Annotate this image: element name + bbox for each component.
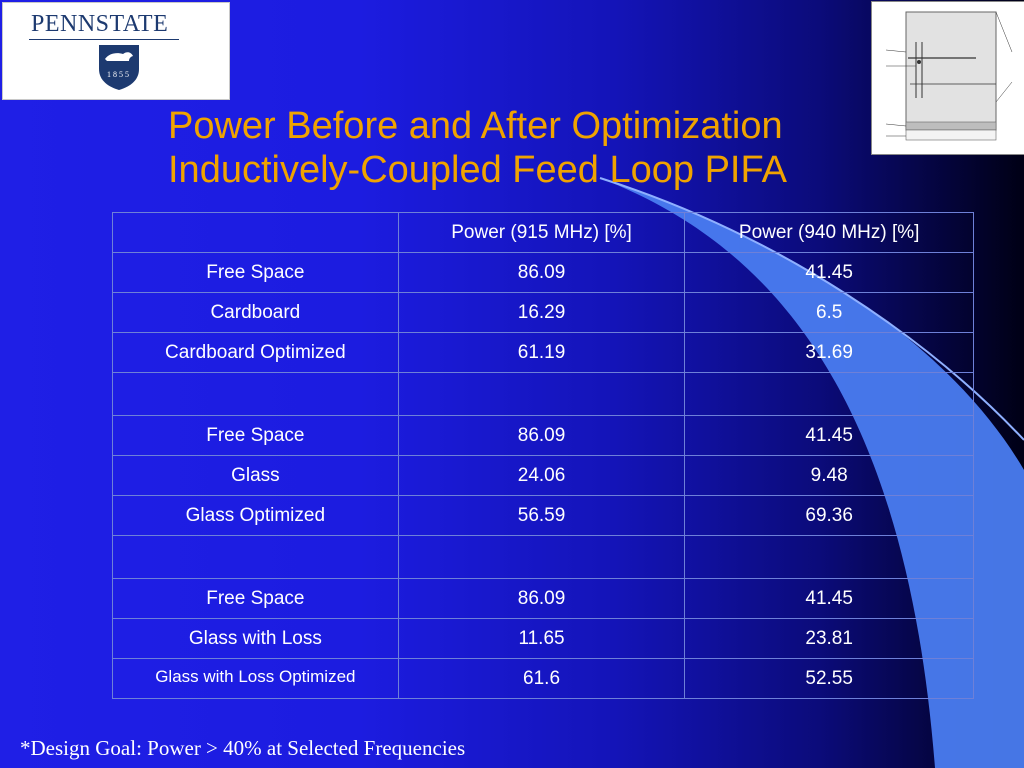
antenna-diagram-image <box>871 1 1024 155</box>
table-cell: 41.45 <box>684 252 974 293</box>
table-cell: 86.09 <box>397 252 686 293</box>
table-row: Cardboard 16.29 6.5 <box>112 292 974 333</box>
table-cell: 11.65 <box>397 618 686 659</box>
table-cell: 41.45 <box>684 578 974 619</box>
table-row: Glass Optimized 56.59 69.36 <box>112 495 974 536</box>
table-cell: 61.6 <box>397 658 686 699</box>
table-cell: 41.45 <box>684 415 974 456</box>
logo-wordmark: PENNSTATE <box>31 11 169 37</box>
nittany-lion-shield-icon: 1855 <box>99 45 139 90</box>
table-cell: 6.5 <box>684 292 974 333</box>
table-row: Glass with Loss 11.65 23.81 <box>112 618 974 659</box>
table-row: Cardboard Optimized 61.19 31.69 <box>112 332 974 373</box>
table-header-cell: Power (915 MHz) [%] <box>397 212 686 253</box>
table-cell: Cardboard <box>112 292 399 333</box>
table-row: Free Space 86.09 41.45 <box>112 578 974 619</box>
table-row: Glass with Loss Optimized 61.6 52.55 <box>112 658 974 699</box>
table-cell <box>684 372 974 416</box>
table-cell <box>397 372 686 416</box>
table-header-cell: Power (940 MHz) [%] <box>684 212 974 253</box>
table-cell: 52.55 <box>684 658 974 699</box>
table-row: Free Space 86.09 41.45 <box>112 415 974 456</box>
table-cell: Free Space <box>112 578 399 619</box>
table-cell: Glass <box>112 455 399 496</box>
table-cell: 61.19 <box>397 332 686 373</box>
table-cell: Free Space <box>112 415 399 456</box>
table-cell: 23.81 <box>684 618 974 659</box>
table-cell <box>112 372 399 416</box>
table-cell: Glass with Loss Optimized <box>112 658 399 699</box>
design-goal-footnote: *Design Goal: Power > 40% at Selected Fr… <box>20 736 466 760</box>
table-cell: Glass Optimized <box>112 495 399 536</box>
logo-rule <box>29 39 179 40</box>
table-header-row: Power (915 MHz) [%] Power (940 MHz) [%] <box>112 212 974 253</box>
table-cell: 24.06 <box>397 455 686 496</box>
penn-state-logo: PENNSTATE 1855 <box>2 2 230 100</box>
slide-title: Power Before and After Optimization Indu… <box>168 104 787 192</box>
table-header-cell <box>112 212 399 253</box>
table-cell: 86.09 <box>397 415 686 456</box>
title-line-1: Power Before and After Optimization <box>168 105 783 147</box>
table-cell <box>397 535 686 579</box>
table-cell <box>112 535 399 579</box>
table-cell: 56.59 <box>397 495 686 536</box>
logo-year: 1855 <box>107 70 131 79</box>
title-line-2: Inductively-Coupled Feed Loop PIFA <box>168 149 787 191</box>
table-spacer-row <box>112 372 974 416</box>
table-cell: Cardboard Optimized <box>112 332 399 373</box>
table-cell: 31.69 <box>684 332 974 373</box>
power-table: Power (915 MHz) [%] Power (940 MHz) [%] … <box>112 212 974 699</box>
table-row: Free Space 86.09 41.45 <box>112 252 974 293</box>
antenna-schematic-graphic <box>885 11 1013 141</box>
table-spacer-row <box>112 535 974 579</box>
table-cell: 69.36 <box>684 495 974 536</box>
table-cell: 86.09 <box>397 578 686 619</box>
table-cell: Glass with Loss <box>112 618 399 659</box>
table-cell: Free Space <box>112 252 399 293</box>
table-cell: 9.48 <box>684 455 974 496</box>
table-row: Glass 24.06 9.48 <box>112 455 974 496</box>
table-cell: 16.29 <box>397 292 686 333</box>
table-cell <box>684 535 974 579</box>
